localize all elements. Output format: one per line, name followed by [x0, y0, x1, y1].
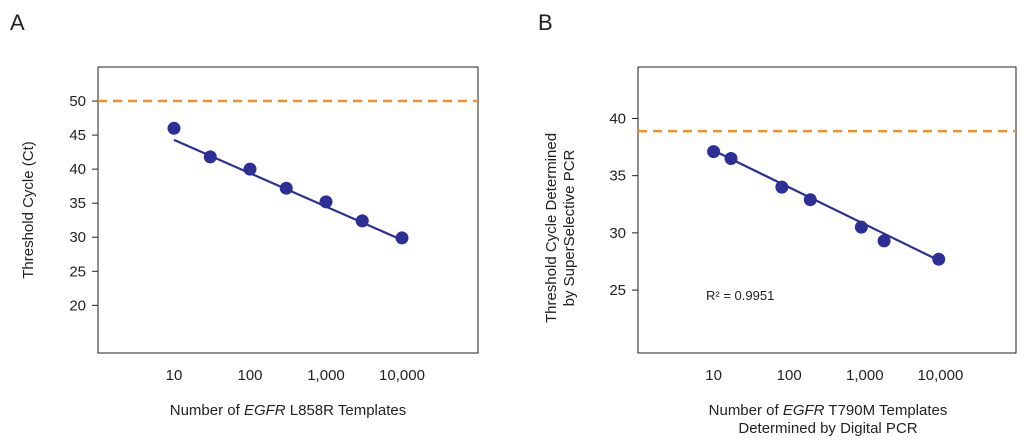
x-tick-label-a-10: 10 [166, 367, 183, 384]
data-point-b-6 [932, 252, 946, 266]
plot-frame-a [97, 66, 479, 354]
data-point-a-3 [279, 181, 293, 195]
y-tick-label-a-35: 35 [69, 195, 86, 212]
r-squared-annotation: R² = 0.9951 [706, 288, 774, 303]
x-axis-title-b-gene: EGFR [783, 402, 825, 419]
y-tick-label-b-40: 40 [609, 110, 626, 127]
data-point-b-4 [854, 220, 868, 234]
data-point-a-0 [167, 121, 181, 135]
panel-b: B Threshold Cycle Determined by SuperSel… [538, 10, 1017, 437]
data-point-b-0 [707, 145, 721, 159]
fit-line-b [713, 149, 940, 262]
panel-letter-a: A [10, 10, 25, 35]
x-tick-label-b-10000: 10,000 [917, 367, 963, 384]
plot-frame-b [637, 66, 1017, 354]
y-tick-label-b-30: 30 [609, 225, 626, 242]
y-axis-title-a: Threshold Cycle (Ct) [20, 141, 37, 279]
data-point-a-4 [319, 195, 333, 209]
data-point-a-5 [355, 214, 369, 228]
y-tick-label-a-45: 45 [69, 127, 86, 144]
panel-letter-b: B [538, 10, 553, 35]
x-tick-label-b-100: 100 [777, 367, 802, 384]
x-axis-title-b-line2: Determined by Digital PCR [738, 420, 917, 437]
data-point-b-3 [803, 193, 817, 207]
y-tick-label-a-25: 25 [69, 263, 86, 280]
x-tick-label-b-1000: 1,000 [846, 367, 884, 384]
panel-a: A Threshold Cycle (Ct) Number of EGFR L8… [10, 10, 479, 419]
y-tick-label-a-50: 50 [69, 93, 86, 110]
x-tick-label-a-1000: 1,000 [307, 367, 345, 384]
x-axis-title-b-part2: T790M Templates [825, 402, 948, 419]
y-tick-label-a-20: 20 [69, 297, 86, 314]
x-axis-title-a-part2: L858R Templates [286, 402, 407, 419]
x-axis-title-a: Number of EGFR L858R Templates [170, 402, 407, 419]
x-tick-label-a-100: 100 [237, 367, 262, 384]
y-axis-title-b-line1: Threshold Cycle Determined [543, 133, 560, 323]
x-axis-title-a-part1: Number of [170, 402, 244, 419]
x-tick-label-a-10000: 10,000 [379, 367, 425, 384]
data-point-b-5 [877, 234, 891, 248]
y-tick-label-a-30: 30 [69, 229, 86, 246]
y-axis-title-b-line2: by SuperSelective PCR [561, 149, 578, 306]
data-point-a-1 [203, 150, 217, 164]
x-axis-title-b-part1: Number of [709, 402, 783, 419]
data-point-b-1 [724, 152, 738, 166]
y-tick-label-b-25: 25 [609, 282, 626, 299]
data-point-a-6 [395, 231, 409, 245]
y-tick-label-a-40: 40 [69, 161, 86, 178]
x-axis-title-b-line1: Number of EGFR T790M Templates [709, 402, 948, 419]
x-axis-title-a-gene: EGFR [244, 402, 286, 419]
data-point-b-2 [775, 180, 789, 194]
x-tick-label-b-10: 10 [705, 367, 722, 384]
y-tick-label-b-35: 35 [609, 168, 626, 185]
data-point-a-2 [243, 162, 257, 176]
